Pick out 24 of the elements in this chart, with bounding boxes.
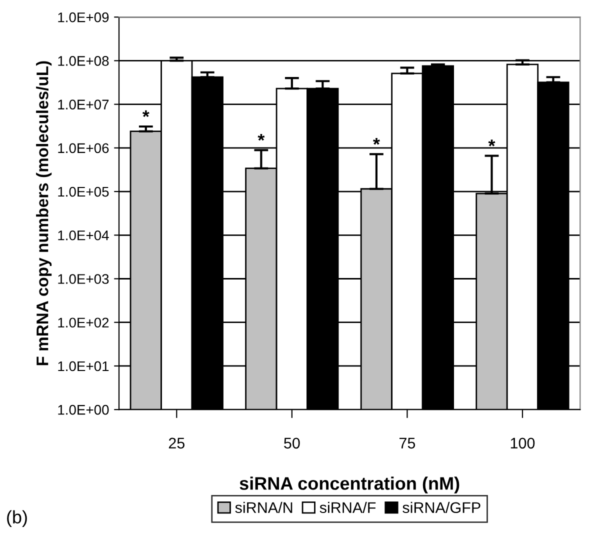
y-tick-label: 1.0E+08: [58, 56, 109, 66]
y-tick-label: 1.0E+04: [58, 230, 109, 240]
y-tick-label: 1.0E+05: [58, 186, 109, 197]
legend-label: siRNA/N: [235, 502, 292, 514]
annotation: *: [373, 138, 380, 145]
x-tick-label: 100: [510, 438, 535, 449]
annotation: *: [142, 110, 150, 118]
y-tick-label: 1.0E+03: [58, 274, 109, 284]
y-tick-label: 1.0E+06: [58, 143, 109, 154]
y-tick-label: 1.0E+09: [58, 12, 109, 22]
text: (b): [7, 510, 27, 528]
x-tick-label: 75: [399, 438, 416, 449]
x-tick-label: 25: [168, 438, 184, 449]
legend-label: siRNA/F: [320, 502, 376, 514]
y-tick-label: 1.0E+02: [58, 318, 109, 328]
annotation: *: [488, 140, 496, 146]
y-axis-title: F mRNA copy numbers (molecules/uL): [36, 61, 52, 366]
x-tick-label: 50: [284, 438, 300, 449]
y-tick-label: 1.0E+07: [58, 100, 109, 110]
annotation: *: [258, 134, 265, 141]
y-tick-label: 1.0E+00: [58, 404, 109, 415]
x-axis-title: siRNA concentration (nM): [240, 476, 460, 494]
y-tick-label: 1.0E+01: [58, 361, 109, 372]
legend-label: siRNA/GFP: [402, 502, 480, 514]
